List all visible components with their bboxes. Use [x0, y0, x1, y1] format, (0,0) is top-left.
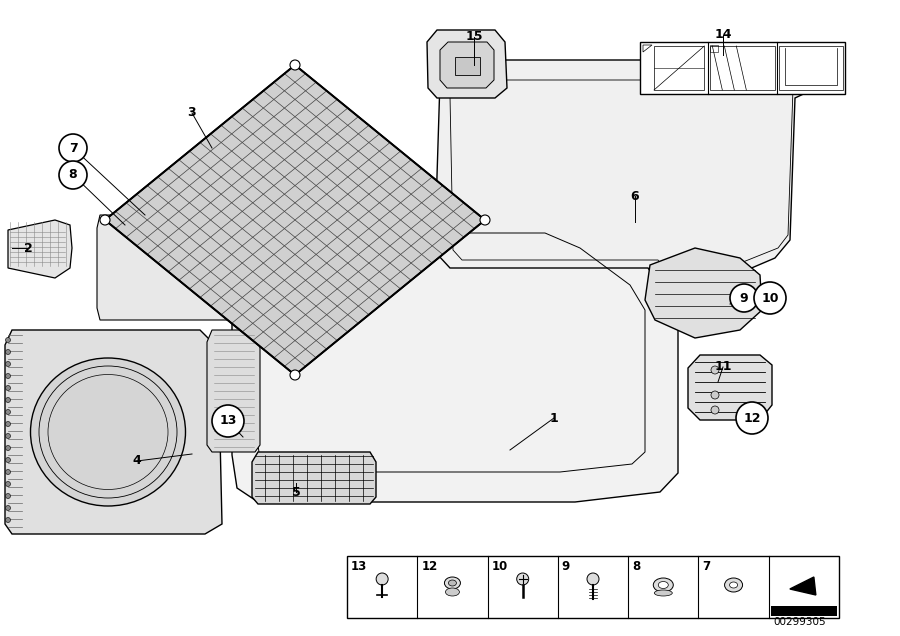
- Text: 9: 9: [562, 560, 570, 573]
- Bar: [710, 46, 775, 90]
- Circle shape: [290, 370, 300, 380]
- Circle shape: [587, 573, 599, 585]
- Polygon shape: [8, 220, 72, 278]
- Text: 13: 13: [351, 560, 367, 573]
- Circle shape: [711, 391, 719, 399]
- Text: 3: 3: [188, 106, 196, 120]
- Polygon shape: [97, 215, 490, 320]
- Text: 00299305: 00299305: [774, 617, 826, 627]
- Circle shape: [5, 410, 11, 415]
- Text: 10: 10: [491, 560, 508, 573]
- Polygon shape: [232, 205, 678, 502]
- Polygon shape: [252, 452, 376, 504]
- Circle shape: [5, 398, 11, 403]
- Circle shape: [5, 385, 11, 391]
- Polygon shape: [5, 330, 222, 534]
- Polygon shape: [688, 355, 772, 420]
- Polygon shape: [207, 330, 260, 452]
- Circle shape: [290, 60, 300, 70]
- Bar: [710, 45, 718, 52]
- Text: 7: 7: [702, 560, 711, 573]
- Text: 12: 12: [421, 560, 437, 573]
- Bar: [770, 606, 837, 616]
- Bar: [654, 46, 705, 90]
- Ellipse shape: [445, 577, 461, 589]
- Text: 5: 5: [292, 485, 301, 499]
- Circle shape: [5, 350, 11, 354]
- Circle shape: [5, 338, 11, 343]
- Ellipse shape: [724, 578, 742, 592]
- Circle shape: [212, 405, 244, 437]
- Bar: [640, 42, 845, 94]
- Ellipse shape: [31, 358, 185, 506]
- Circle shape: [730, 284, 758, 312]
- Bar: [455, 57, 480, 75]
- Polygon shape: [440, 42, 494, 88]
- Circle shape: [5, 518, 11, 523]
- Circle shape: [5, 494, 11, 499]
- Text: 2: 2: [23, 242, 32, 254]
- Circle shape: [5, 469, 11, 474]
- Circle shape: [5, 422, 11, 427]
- Circle shape: [59, 161, 87, 189]
- Text: 12: 12: [743, 411, 760, 424]
- Circle shape: [59, 134, 87, 162]
- Bar: [778, 46, 843, 90]
- Circle shape: [376, 573, 388, 585]
- Circle shape: [517, 573, 528, 585]
- Circle shape: [5, 506, 11, 511]
- Text: 15: 15: [465, 31, 482, 43]
- Polygon shape: [435, 60, 815, 295]
- Text: 6: 6: [631, 190, 639, 202]
- Circle shape: [5, 481, 11, 487]
- Text: 14: 14: [715, 29, 732, 41]
- Text: 10: 10: [761, 291, 778, 305]
- Text: 8: 8: [632, 560, 641, 573]
- Circle shape: [5, 373, 11, 378]
- Text: 9: 9: [740, 291, 748, 305]
- Text: 8: 8: [68, 169, 77, 181]
- Circle shape: [480, 215, 490, 225]
- Polygon shape: [427, 30, 507, 98]
- Circle shape: [5, 457, 11, 462]
- Ellipse shape: [653, 578, 673, 592]
- Circle shape: [754, 282, 786, 314]
- Circle shape: [5, 361, 11, 366]
- Text: 7: 7: [68, 141, 77, 155]
- Text: 4: 4: [132, 455, 141, 467]
- Polygon shape: [790, 577, 816, 595]
- Ellipse shape: [448, 580, 456, 586]
- Ellipse shape: [658, 581, 669, 588]
- Circle shape: [736, 402, 768, 434]
- Text: 1: 1: [550, 411, 558, 424]
- Circle shape: [711, 406, 719, 414]
- Ellipse shape: [446, 588, 459, 596]
- Text: 13: 13: [220, 415, 237, 427]
- Bar: [347, 556, 839, 618]
- Circle shape: [5, 445, 11, 450]
- Circle shape: [711, 366, 719, 374]
- Circle shape: [5, 434, 11, 438]
- Ellipse shape: [654, 590, 672, 596]
- Circle shape: [100, 215, 110, 225]
- Text: 11: 11: [715, 361, 732, 373]
- Ellipse shape: [730, 582, 738, 588]
- Polygon shape: [105, 65, 485, 375]
- Polygon shape: [645, 248, 762, 338]
